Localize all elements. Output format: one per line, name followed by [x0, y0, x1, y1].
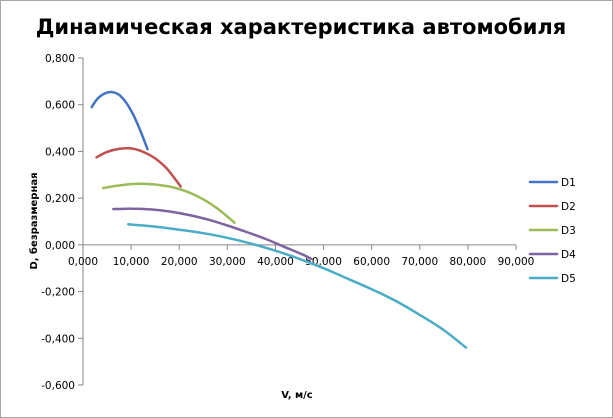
plot-area	[82, 58, 516, 385]
y-axis-ticks: 0,800 0,600 0,400 0,200 0,000 -0,200 -0,400 -0,…	[41, 53, 83, 392]
x-tick-label: 0,000	[68, 256, 98, 268]
x-tick-label: 60,000	[353, 256, 390, 268]
series-line-d3	[101, 182, 236, 224]
x-tick-label: 40,000	[257, 256, 294, 268]
y-tick-label: 0,000	[45, 240, 75, 252]
y-tick-label: 0,800	[45, 53, 75, 65]
legend-label-d5: D5	[561, 273, 576, 285]
legend-label-d3: D3	[561, 225, 576, 237]
series-line-d5	[126, 223, 468, 349]
series-line-d2	[95, 146, 182, 188]
y-tick-label: 0,200	[45, 193, 75, 205]
y-tick-label: -0,200	[41, 287, 75, 299]
x-tick-label: 20,000	[161, 256, 198, 268]
y-axis-title: D, безразмерная	[28, 172, 40, 269]
legend-label-d4: D4	[561, 249, 576, 261]
legend-label-d2: D2	[561, 201, 576, 213]
x-axis-ticks: 0,000 10,000 20,000 30,000 40,000 50,000 60,00…	[68, 244, 535, 268]
y-tick-label: -0,600	[41, 380, 75, 392]
series-line-d4	[112, 207, 313, 261]
x-tick-label: 30,000	[209, 256, 246, 268]
chart-title: Динамическая характеристика автомобиля	[36, 15, 567, 39]
x-axis-title: V, м/с	[281, 390, 313, 401]
series-layer	[90, 90, 468, 349]
legend-label-d1: D1	[561, 177, 576, 189]
y-tick-label: 0,600	[45, 100, 75, 112]
x-tick-label: 70,000	[401, 256, 438, 268]
legend: D1 D2 D3 D4 D5	[528, 177, 576, 285]
y-tick-label: -0,400	[41, 333, 75, 345]
x-tick-label: 10,000	[113, 256, 150, 268]
x-tick-label: 90,000	[498, 256, 535, 268]
x-tick-label: 80,000	[450, 256, 487, 268]
series-line-d1	[90, 90, 149, 151]
y-tick-label: 0,400	[45, 146, 75, 158]
